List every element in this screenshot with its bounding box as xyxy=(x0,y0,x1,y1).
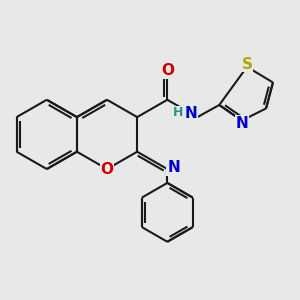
Text: H: H xyxy=(173,106,184,119)
Text: N: N xyxy=(167,160,180,175)
Text: N: N xyxy=(236,116,248,131)
Text: O: O xyxy=(100,162,113,177)
Text: S: S xyxy=(242,57,253,72)
Text: O: O xyxy=(161,63,174,78)
Text: N: N xyxy=(185,106,198,121)
